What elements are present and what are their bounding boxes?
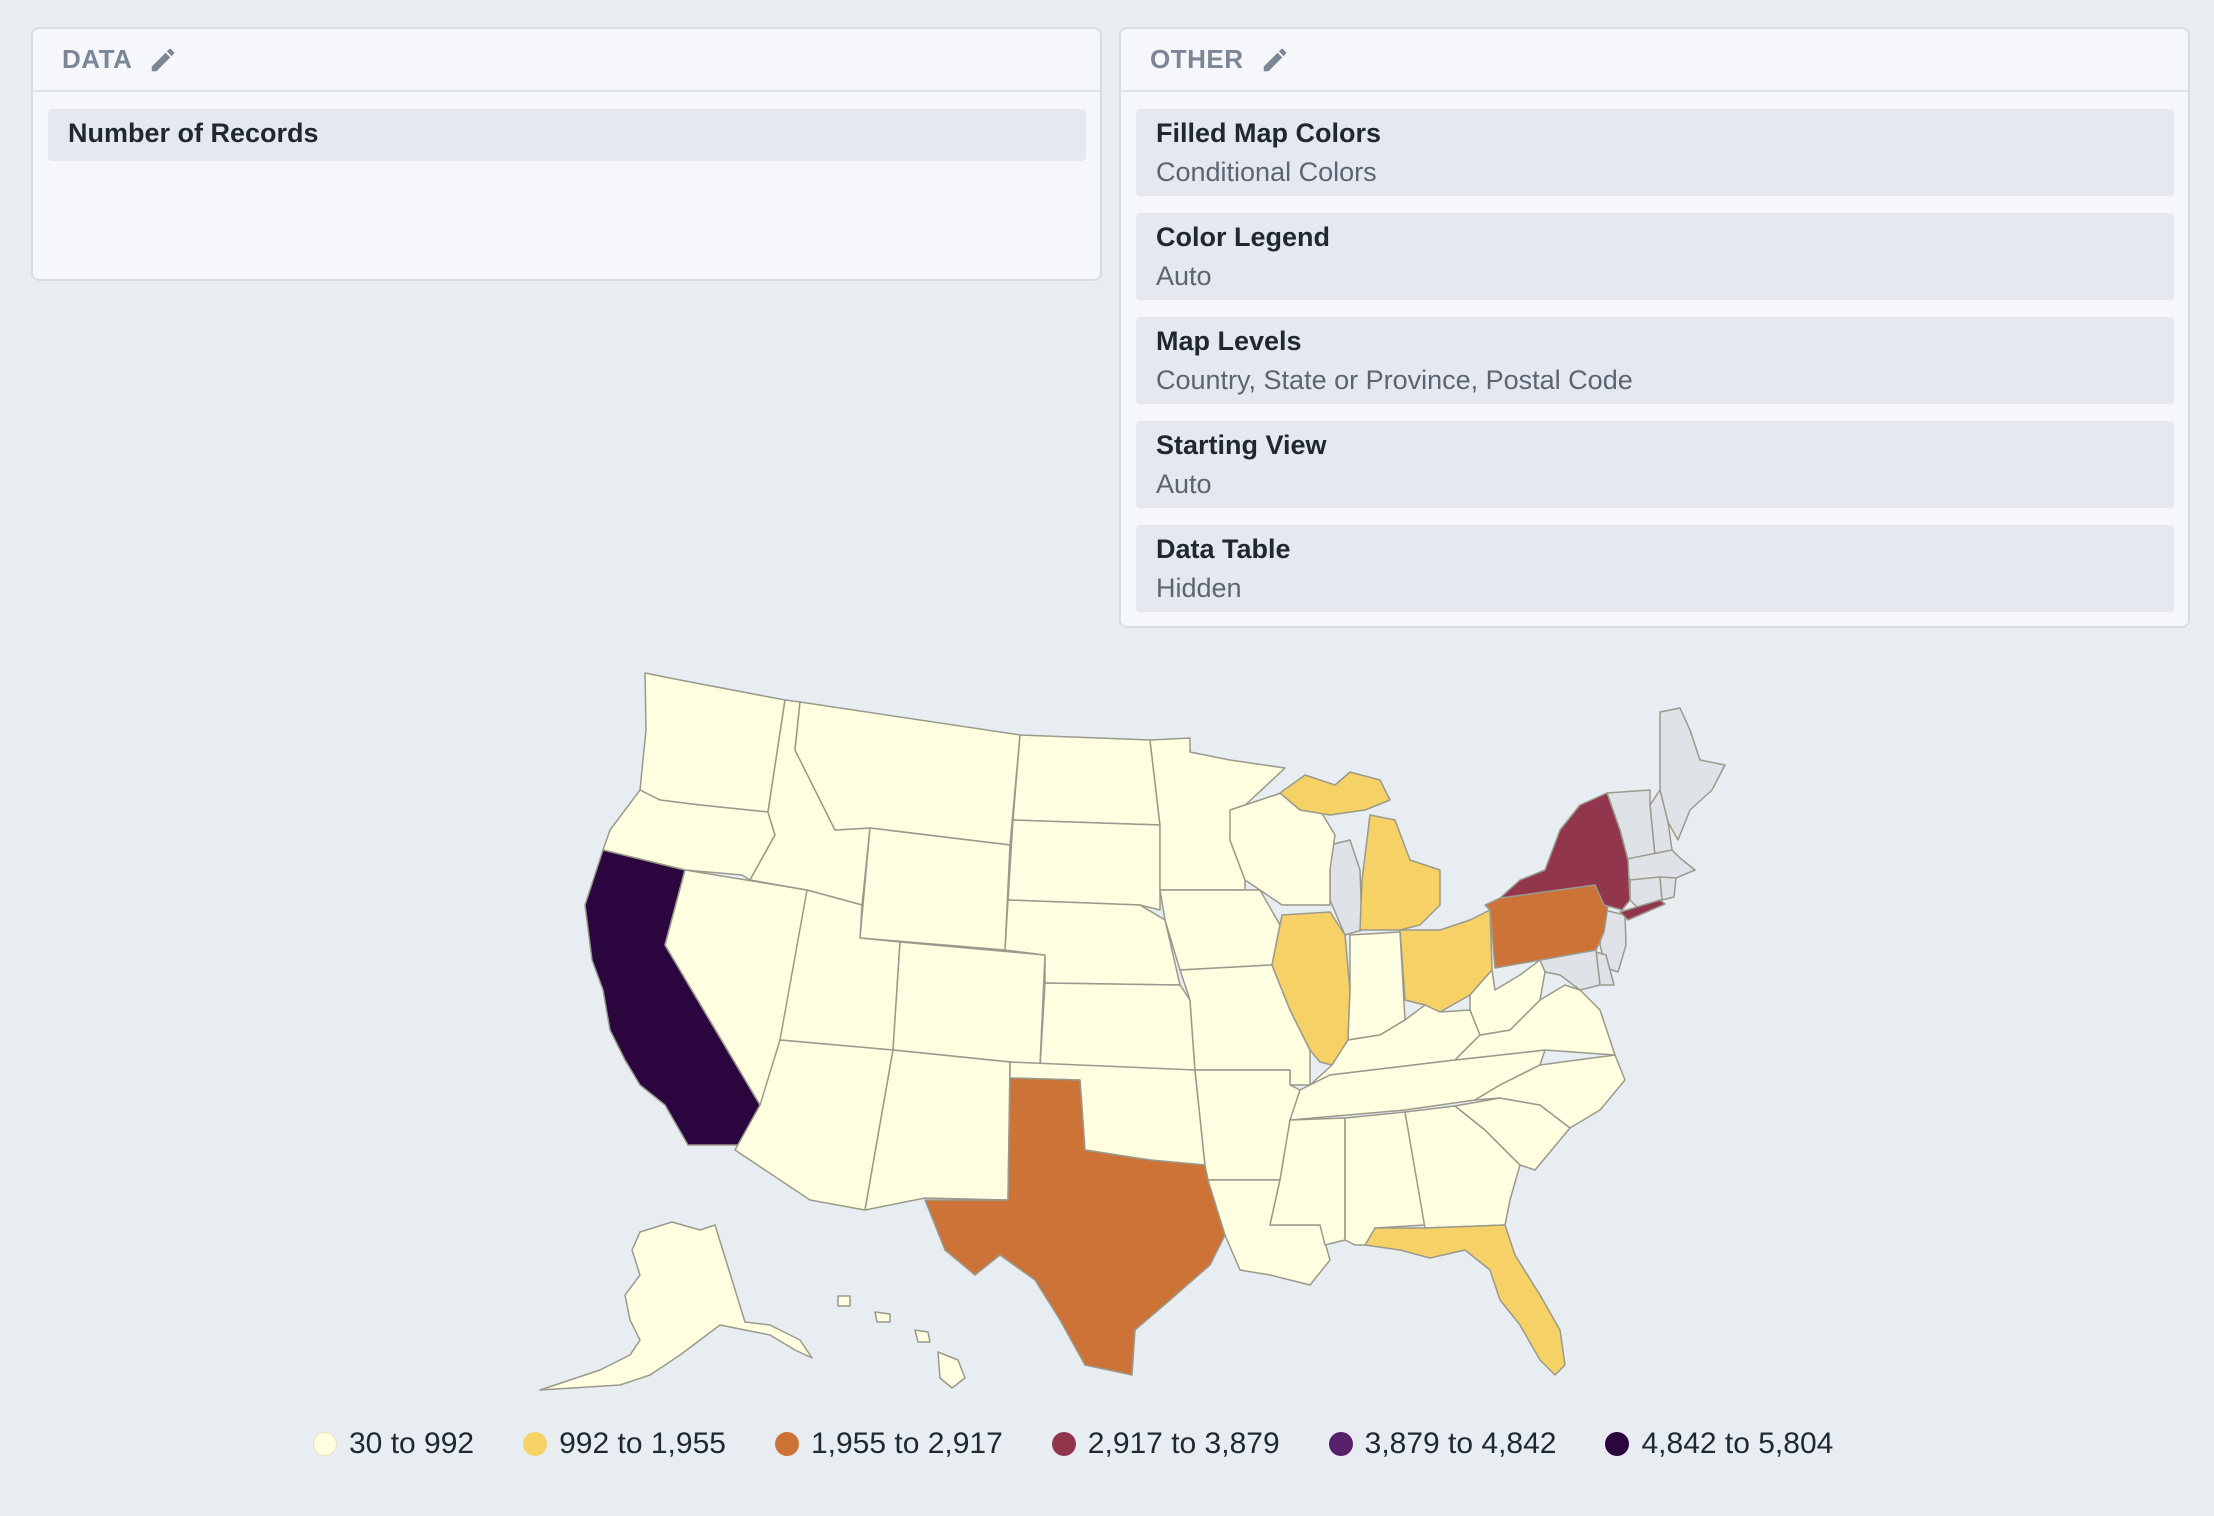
state-west-virginia[interactable] bbox=[1469, 959, 1546, 1036]
field-number-of-records[interactable]: Number of Records bbox=[48, 109, 1086, 161]
legend-item[interactable]: 30 to 992 bbox=[313, 1427, 474, 1461]
state-new-york-long-island[interactable] bbox=[1619, 899, 1666, 921]
setting-color-legend[interactable]: Color Legend Auto bbox=[1136, 213, 2174, 300]
legend-item[interactable]: 4,842 to 5,804 bbox=[1605, 1427, 1833, 1461]
legend-swatch bbox=[774, 1432, 799, 1456]
setting-label: Data Table bbox=[1156, 534, 1291, 564]
state-north-carolina[interactable] bbox=[1474, 1054, 1626, 1129]
other-panel: OTHER Filled Map Colors Conditional Colo… bbox=[1119, 27, 2190, 628]
field-label: Number of Records bbox=[68, 118, 319, 148]
state-alaska[interactable] bbox=[539, 1221, 813, 1391]
state-iowa[interactable] bbox=[1159, 889, 1281, 971]
legend-label: 1,955 to 2,917 bbox=[810, 1427, 1003, 1460]
legend-swatch bbox=[1328, 1432, 1353, 1456]
legend-item[interactable]: 3,879 to 4,842 bbox=[1328, 1427, 1557, 1461]
state-new-york[interactable] bbox=[1499, 792, 1631, 911]
legend-item[interactable]: 1,955 to 2,917 bbox=[774, 1427, 1003, 1461]
setting-filled-map-colors[interactable]: Filled Map Colors Conditional Colors bbox=[1136, 109, 2174, 196]
state-rhode-island[interactable] bbox=[1659, 876, 1677, 901]
legend-item[interactable]: 992 to 1,955 bbox=[523, 1427, 726, 1461]
legend-swatch bbox=[313, 1432, 337, 1456]
legend-label: 2,917 to 3,879 bbox=[1087, 1427, 1280, 1460]
legend-swatch bbox=[523, 1432, 548, 1456]
state-north-dakota[interactable] bbox=[1012, 734, 1161, 826]
state-texas[interactable] bbox=[924, 1077, 1226, 1376]
state-washington[interactable] bbox=[639, 672, 786, 813]
other-panel-title: OTHER bbox=[1150, 44, 1244, 74]
color-legend: 30 to 992 992 to 1,955 1,955 to 2,917 2,… bbox=[313, 1424, 1882, 1464]
setting-map-levels[interactable]: Map Levels Country, State or Province, P… bbox=[1136, 317, 2174, 404]
legend-label: 992 to 1,955 bbox=[559, 1427, 726, 1460]
setting-data-table[interactable]: Data Table Hidden bbox=[1136, 525, 2174, 612]
legend-label: 30 to 992 bbox=[349, 1427, 475, 1460]
state-florida[interactable] bbox=[1364, 1224, 1566, 1376]
state-hawaii-kauai[interactable] bbox=[837, 1295, 851, 1307]
state-maine[interactable] bbox=[1659, 707, 1726, 841]
data-panel: DATA Number of Records bbox=[31, 27, 1102, 281]
state-south-dakota[interactable] bbox=[1007, 819, 1161, 911]
setting-value: Country, State or Province, Postal Code bbox=[1156, 365, 1633, 395]
state-indiana[interactable] bbox=[1347, 931, 1406, 1041]
state-kansas[interactable] bbox=[1039, 982, 1196, 1071]
setting-starting-view[interactable]: Starting View Auto bbox=[1136, 421, 2174, 508]
pencil-icon[interactable] bbox=[1260, 45, 1290, 75]
state-hawaii-maui[interactable] bbox=[914, 1329, 931, 1343]
setting-label: Color Legend bbox=[1156, 222, 1330, 252]
state-colorado[interactable] bbox=[892, 941, 1046, 1066]
data-panel-title: DATA bbox=[62, 44, 133, 74]
map-svg[interactable] bbox=[470, 660, 1770, 1420]
setting-label: Map Levels bbox=[1156, 326, 1302, 356]
setting-value: Auto bbox=[1156, 469, 1212, 499]
state-michigan-lower[interactable] bbox=[1359, 814, 1441, 931]
state-hawaii-oahu[interactable] bbox=[874, 1311, 891, 1323]
state-wyoming[interactable] bbox=[859, 827, 1011, 951]
setting-value: Hidden bbox=[1156, 573, 1242, 603]
setting-label: Filled Map Colors bbox=[1156, 118, 1382, 148]
legend-item[interactable]: 2,917 to 3,879 bbox=[1051, 1427, 1280, 1461]
setting-value: Conditional Colors bbox=[1156, 157, 1377, 187]
legend-label: 4,842 to 5,804 bbox=[1641, 1427, 1834, 1460]
us-filled-map[interactable] bbox=[470, 660, 1770, 1420]
other-panel-header: OTHER bbox=[1121, 29, 2188, 92]
setting-label: Starting View bbox=[1156, 430, 1327, 460]
legend-swatch bbox=[1605, 1432, 1630, 1456]
state-michigan-upper[interactable] bbox=[1279, 771, 1391, 816]
pencil-icon[interactable] bbox=[148, 45, 178, 75]
state-hawaii-big[interactable] bbox=[937, 1351, 966, 1389]
legend-label: 3,879 to 4,842 bbox=[1364, 1427, 1557, 1460]
legend-swatch bbox=[1051, 1432, 1076, 1456]
data-panel-header: DATA bbox=[33, 29, 1100, 92]
setting-value: Auto bbox=[1156, 261, 1212, 291]
